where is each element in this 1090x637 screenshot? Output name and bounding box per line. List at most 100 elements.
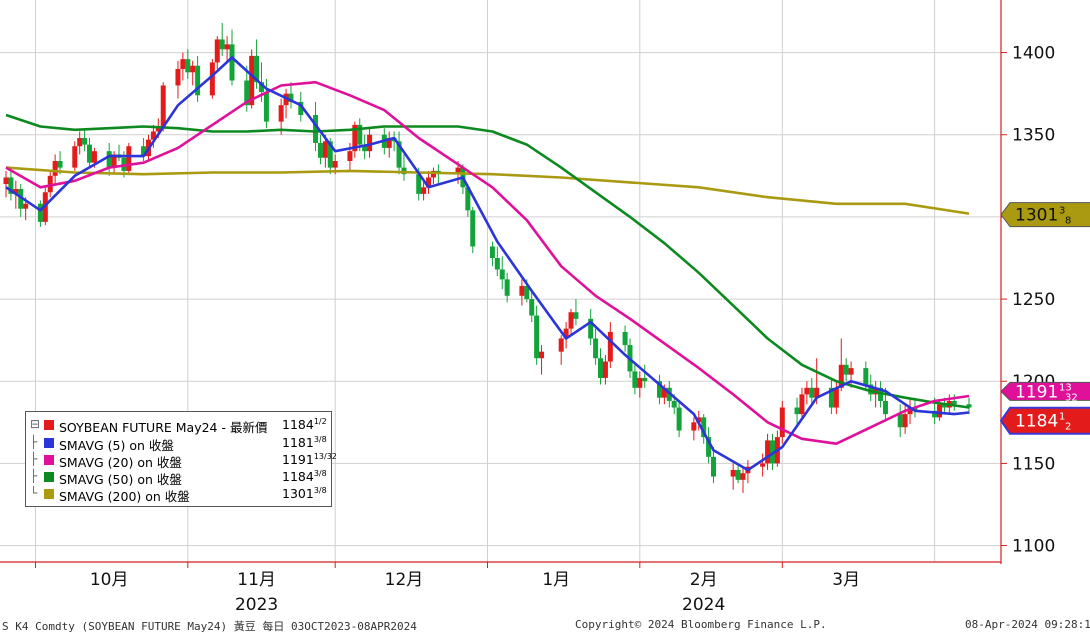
candle-body — [691, 422, 697, 431]
candle — [396, 131, 402, 175]
candle — [386, 131, 392, 158]
candle-body — [37, 203, 43, 222]
candle-body — [951, 400, 957, 405]
candle — [607, 322, 613, 369]
x-tick-label: 3月 — [832, 570, 860, 590]
candle-body — [332, 161, 338, 168]
candle — [799, 387, 805, 421]
series-line-50 — [5, 113, 970, 409]
legend-value: 119113/32 — [282, 452, 337, 468]
candle-body — [863, 368, 869, 385]
candle — [730, 463, 736, 490]
candle-body — [298, 101, 304, 116]
candle-body — [52, 161, 58, 176]
candle-body — [421, 187, 427, 194]
candle — [190, 60, 196, 86]
candle — [828, 377, 834, 415]
last-value-tag-frac-num: 3 — [1059, 206, 1065, 217]
candle-body — [765, 440, 771, 464]
candle — [195, 55, 201, 102]
candle-body — [23, 203, 29, 209]
candle — [499, 256, 505, 290]
last-value-tag-label: 1301 — [1015, 206, 1058, 226]
last-value-tag-frac-den: 8 — [1065, 216, 1071, 227]
candle-body — [843, 364, 849, 375]
candle-body — [593, 338, 599, 359]
candle-body — [598, 358, 604, 378]
candle-body — [219, 39, 225, 50]
candle-body — [642, 377, 648, 382]
candle-body — [711, 456, 717, 477]
candle-body — [769, 440, 775, 464]
candle-body — [912, 407, 918, 411]
candle — [185, 49, 191, 79]
candle-body — [878, 387, 884, 401]
candle-body — [82, 138, 88, 145]
candle-body — [3, 177, 9, 185]
candle-body — [386, 138, 392, 148]
candle-body — [735, 469, 741, 480]
candle-body — [809, 387, 815, 398]
candle — [833, 381, 839, 415]
candle — [87, 138, 93, 168]
legend-label: SOYBEAN FUTURE May24 - 最新價 — [59, 420, 268, 435]
candle-body — [8, 177, 14, 194]
candle-body — [568, 312, 574, 329]
last-value-tag-frac-den: 2 — [1065, 422, 1071, 433]
y-tick-label: 1400 — [1012, 44, 1055, 64]
candle-body — [504, 279, 510, 296]
candle — [902, 404, 908, 434]
y-tick-label: 1250 — [1012, 290, 1055, 310]
candle-body — [907, 407, 913, 415]
candle — [691, 417, 697, 441]
candle — [897, 404, 903, 438]
candle-body — [322, 141, 328, 158]
candle-body — [465, 187, 471, 211]
candle-body — [779, 407, 785, 438]
candle — [769, 433, 775, 470]
candle-body — [91, 151, 97, 163]
candle — [907, 397, 913, 424]
candle-body — [224, 44, 230, 50]
candle-body — [106, 151, 112, 168]
candle — [322, 134, 328, 168]
legend-label: SMAVG (5) on 收盤 — [59, 438, 174, 453]
candle — [37, 200, 43, 227]
candle — [563, 322, 569, 349]
candle-body — [534, 315, 540, 359]
candle — [219, 23, 225, 56]
candle-body — [602, 361, 608, 378]
candle-body — [637, 377, 643, 388]
candle-body — [519, 285, 525, 296]
candle-body — [13, 188, 19, 194]
candle — [494, 246, 500, 277]
candle-body — [941, 404, 947, 408]
candle — [224, 36, 230, 61]
legend-label: SMAVG (20) on 收盤 — [59, 455, 182, 470]
candle-body — [416, 174, 422, 194]
candle-body — [367, 134, 373, 152]
legend-swatch — [44, 420, 54, 430]
candle-body — [529, 299, 535, 316]
legend-swatch — [44, 455, 54, 465]
candle — [3, 170, 9, 198]
candle-body — [470, 210, 476, 247]
candle — [106, 142, 112, 176]
candle-body — [254, 55, 260, 83]
legend-label: SMAVG (200) on 收盤 — [59, 489, 190, 504]
candle — [470, 207, 476, 254]
candle — [804, 381, 810, 405]
collapse-icon[interactable]: ⊟ — [30, 417, 41, 431]
candle-body — [730, 469, 736, 477]
candle — [8, 167, 14, 201]
candle — [47, 170, 53, 198]
candle-body — [573, 312, 579, 319]
legend-value: 11843/8 — [282, 469, 327, 485]
candle-body — [18, 188, 24, 209]
candle-body — [185, 59, 191, 73]
candle-body — [760, 463, 766, 467]
candle-body — [347, 151, 353, 162]
candle — [809, 377, 815, 405]
